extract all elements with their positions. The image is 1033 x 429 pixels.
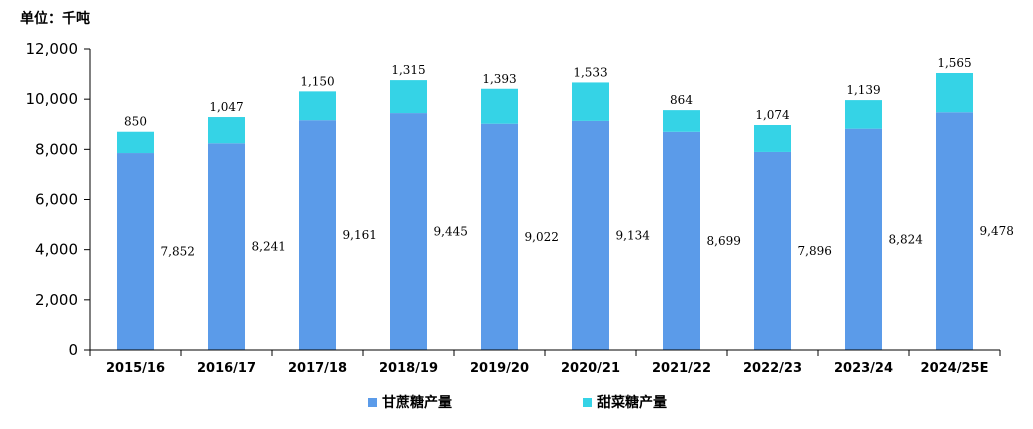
x-tick-label: 2017/18 bbox=[288, 361, 347, 376]
x-tick-label: 2015/16 bbox=[106, 361, 165, 376]
data-label-beet-sugar: 1,047 bbox=[209, 100, 243, 114]
data-label-cane-sugar: 7,896 bbox=[798, 244, 832, 258]
y-tick-label: 10,000 bbox=[26, 90, 79, 108]
y-tick-label: 4,000 bbox=[35, 241, 78, 259]
y-tick-label: 8,000 bbox=[35, 140, 78, 158]
bar-beet-sugar bbox=[845, 100, 882, 129]
bar-beet-sugar bbox=[754, 125, 791, 152]
data-label-beet-sugar: 1,074 bbox=[755, 108, 790, 122]
bar-cane-sugar bbox=[754, 151, 791, 350]
bar-cane-sugar bbox=[390, 113, 427, 350]
bar-beet-sugar bbox=[390, 80, 427, 114]
x-tick-label: 2023/24 bbox=[834, 361, 893, 376]
bar-cane-sugar bbox=[936, 112, 973, 351]
bar-cane-sugar bbox=[117, 153, 154, 350]
x-tick-label: 2019/20 bbox=[470, 361, 529, 376]
bar-cane-sugar bbox=[299, 120, 336, 351]
x-axis: 2015/16 2016/17 2017/18 2018/19 2019/20 2020/… bbox=[89, 349, 1001, 376]
x-tick-label: 2024/25E bbox=[921, 361, 989, 376]
legend-swatch bbox=[368, 398, 377, 407]
data-label-cane-sugar: 9,134 bbox=[616, 228, 651, 242]
bar-cane-sugar bbox=[208, 143, 245, 350]
data-label-cane-sugar: 9,022 bbox=[525, 230, 559, 244]
bar-beet-sugar bbox=[572, 82, 609, 121]
x-tick-label: 2020/21 bbox=[561, 361, 620, 376]
data-label-beet-sugar: 1,393 bbox=[482, 72, 516, 86]
data-label-cane-sugar: 7,852 bbox=[161, 245, 195, 259]
bar-beet-sugar bbox=[299, 91, 336, 121]
data-label-cane-sugar: 8,824 bbox=[889, 232, 924, 246]
y-tick-label: 12,000 bbox=[26, 40, 79, 58]
data-label-beet-sugar: 1,150 bbox=[300, 74, 334, 88]
data-label-cane-sugar: 8,241 bbox=[252, 240, 286, 254]
bar-beet-sugar bbox=[481, 88, 518, 124]
data-label-beet-sugar: 1,139 bbox=[846, 83, 880, 97]
bar-cane-sugar bbox=[845, 128, 882, 350]
bar-cane-sugar bbox=[663, 131, 700, 350]
data-label-cane-sugar: 9,161 bbox=[343, 228, 377, 242]
unit-label: 单位：千吨 bbox=[20, 10, 90, 27]
bar-beet-sugar bbox=[117, 131, 154, 154]
data-label-beet-sugar: 1,315 bbox=[391, 63, 425, 77]
y-tick-label: 6,000 bbox=[35, 191, 78, 209]
data-label-beet-sugar: 850 bbox=[124, 115, 147, 129]
data-label-beet-sugar: 1,533 bbox=[573, 65, 607, 79]
y-tick-label: 2,000 bbox=[35, 291, 78, 309]
data-label-beet-sugar: 864 bbox=[670, 93, 693, 107]
bar-beet-sugar bbox=[663, 110, 700, 132]
data-label-cane-sugar: 9,445 bbox=[434, 225, 468, 239]
x-tick-label: 2022/23 bbox=[743, 361, 802, 376]
bar-cane-sugar bbox=[481, 123, 518, 350]
legend-label: 甘蔗糖产量 bbox=[382, 394, 452, 411]
data-label-cane-sugar: 9,478 bbox=[980, 224, 1014, 238]
bar-beet-sugar bbox=[936, 73, 973, 113]
bars: 7,852 850 8,241 1,047 9,161 1,150 9,445 1,315 9,… bbox=[117, 56, 1014, 351]
x-tick-label: 2018/19 bbox=[379, 361, 438, 376]
x-tick-label: 2016/17 bbox=[197, 361, 256, 376]
data-label-beet-sugar: 1,565 bbox=[937, 56, 971, 70]
legend-swatch bbox=[583, 398, 592, 407]
data-label-cane-sugar: 8,699 bbox=[707, 234, 741, 248]
legend-label: 甜菜糖产量 bbox=[597, 394, 667, 411]
y-axis: 0 2,000 4,000 6,000 8,000 10,000 12,000 bbox=[26, 40, 91, 359]
y-tick-label: 0 bbox=[68, 341, 78, 359]
legend: 甘蔗糖产量 甜菜糖产量 bbox=[368, 394, 667, 411]
x-tick-label: 2021/22 bbox=[652, 361, 711, 376]
bar-cane-sugar bbox=[572, 120, 609, 351]
bar-beet-sugar bbox=[208, 117, 245, 144]
